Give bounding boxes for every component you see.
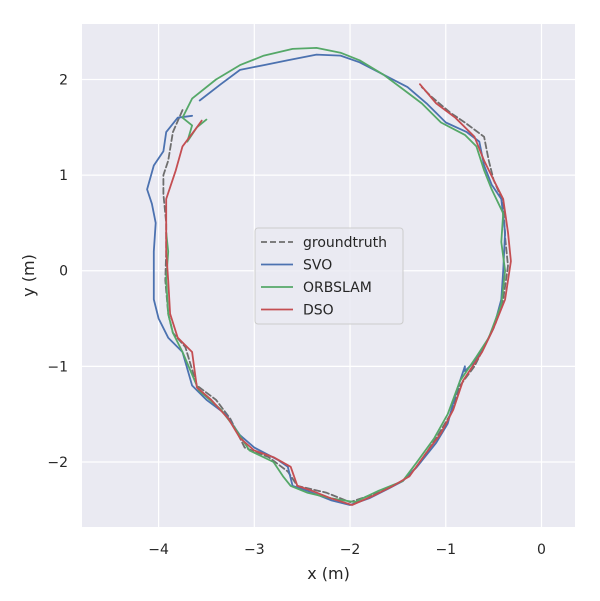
x-tick-labels: −4 −3 −2 −1 0: [148, 542, 546, 558]
y-tick-labels: −2 −1 0 1 2: [47, 72, 68, 471]
series-line-dso: [165, 83, 512, 506]
x-tick-label: −4: [148, 542, 169, 558]
legend-label-dso: DSO: [303, 303, 334, 319]
legend-box: [254, 227, 404, 325]
legend-label-orbslam: ORBSLAM: [303, 280, 372, 296]
x-tick-label: −2: [340, 542, 361, 558]
x-tick-label: 0: [537, 542, 546, 558]
y-tick-label: 0: [59, 264, 68, 280]
series-layer: [146, 47, 512, 506]
x-tick-label: −3: [244, 542, 265, 558]
legend: groundtruth SVO ORBSLAM DSO: [254, 227, 404, 325]
legend-label-groundtruth: groundtruth: [303, 235, 387, 251]
x-axis-label: x (m): [307, 564, 350, 583]
legend-label-svo: SVO: [303, 258, 332, 274]
y-axis-label: y (m): [19, 254, 38, 297]
y-tick-label: −1: [47, 359, 68, 375]
x-tick-label: −1: [435, 542, 456, 558]
y-tick-label: 1: [59, 168, 68, 184]
y-tick-label: −2: [47, 455, 68, 471]
y-tick-label: 2: [59, 72, 68, 88]
